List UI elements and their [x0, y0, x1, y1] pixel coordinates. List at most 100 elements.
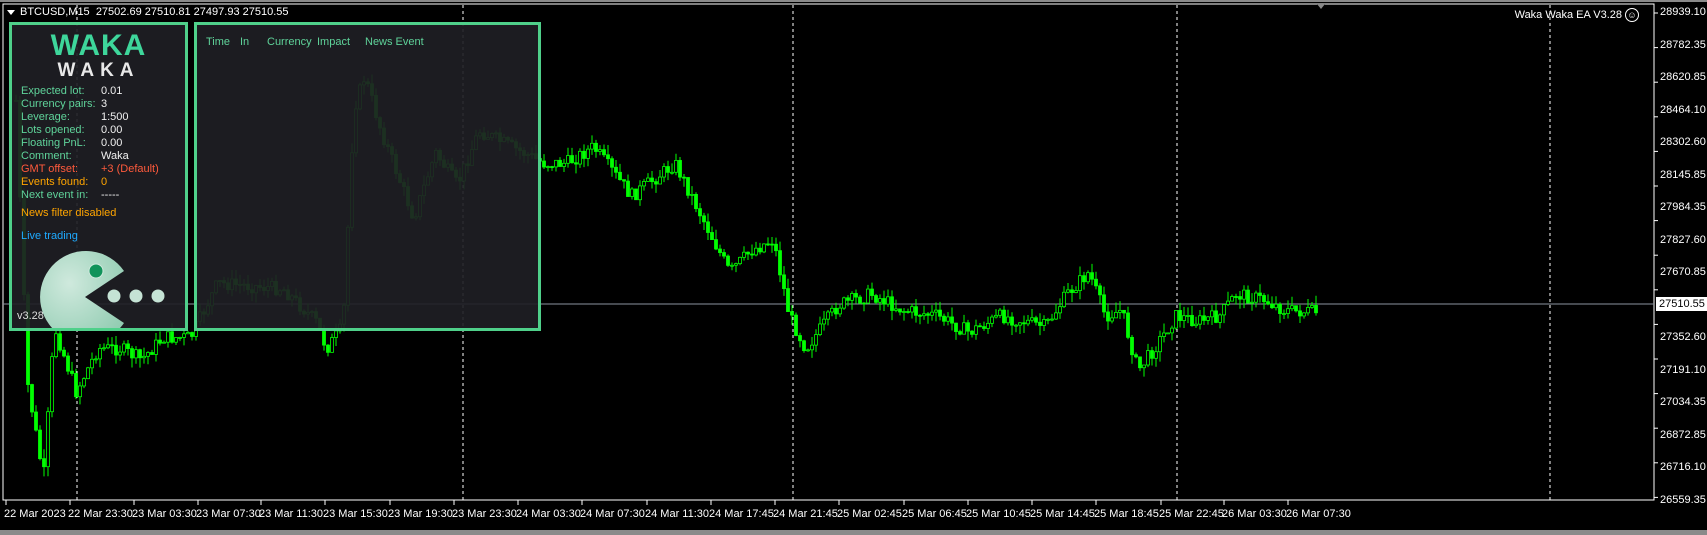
candle: [642, 178, 646, 191]
candle: [146, 351, 150, 365]
candle: [1162, 323, 1166, 343]
candle: [1114, 302, 1118, 319]
candle: [102, 343, 106, 352]
candle: [702, 212, 706, 230]
candle: [1246, 285, 1250, 304]
candle: [1042, 315, 1046, 331]
info-value: 0.01: [101, 85, 123, 97]
candle: [786, 278, 790, 312]
candle: [62, 346, 66, 358]
time-tick: 22 Mar 23:30: [68, 508, 133, 520]
time-tick: 23 Mar 11:30: [259, 508, 324, 520]
candle: [834, 302, 838, 320]
chart-shift-marker[interactable]: [1317, 4, 1325, 9]
candle: [1018, 322, 1022, 334]
candle: [1254, 290, 1258, 308]
candle: [1026, 315, 1030, 327]
news-panel: Time In Currency Impact News Event: [194, 22, 541, 331]
candle: [846, 295, 850, 307]
candle: [902, 308, 906, 321]
candle: [1130, 335, 1134, 364]
candle: [1242, 285, 1246, 309]
candle: [158, 331, 162, 346]
candle: [122, 340, 126, 356]
time-tick: 25 Mar 18:45: [1094, 508, 1159, 520]
candle: [790, 305, 794, 325]
candle: [670, 163, 674, 175]
candle: [154, 333, 158, 362]
candle: [1022, 315, 1026, 334]
time-tick: 24 Mar 11:30: [645, 508, 710, 520]
candle: [946, 312, 950, 326]
plot-border: [2, 3, 1655, 501]
ea-label[interactable]: Waka Waka EA V3.28 ☺: [1515, 8, 1639, 22]
news-column-header: Impact: [317, 36, 351, 48]
candle: [1270, 296, 1274, 310]
candle: [722, 248, 726, 259]
candle: [582, 144, 586, 168]
candle: [930, 305, 934, 321]
candle: [1094, 271, 1098, 290]
candle: [118, 345, 122, 361]
news-column-header: In: [240, 36, 250, 48]
candle: [542, 154, 546, 170]
candle: [626, 174, 630, 197]
window-frame-bottom: [0, 530, 1707, 535]
candle: [774, 237, 778, 257]
candle: [1174, 310, 1178, 330]
candle: [838, 304, 842, 317]
candle: [54, 330, 58, 359]
candle: [682, 174, 686, 187]
candle: [958, 329, 962, 336]
price-tick: 27352.60: [1660, 331, 1706, 343]
candle: [1250, 293, 1254, 311]
candle: [142, 347, 146, 364]
time-tick: 25 Mar 10:45: [966, 508, 1031, 520]
candle: [1126, 306, 1130, 340]
candle: [802, 339, 806, 353]
candle: [94, 355, 98, 364]
candle: [606, 144, 610, 165]
candle: [1050, 313, 1054, 322]
candle: [166, 331, 170, 348]
candle: [898, 308, 902, 316]
price-tick: 27034.35: [1660, 396, 1706, 408]
candle: [1186, 307, 1190, 324]
candle: [706, 213, 710, 240]
info-row: GMT offset: +3 (Default): [21, 163, 159, 175]
candle: [926, 311, 930, 324]
candle: [1282, 309, 1286, 319]
candle: [978, 323, 982, 328]
candle: [1266, 294, 1270, 306]
candle: [734, 262, 738, 273]
candle: [854, 289, 858, 304]
price-tick: 26559.35: [1660, 493, 1706, 506]
candle: [1230, 294, 1234, 302]
candle: [698, 203, 702, 224]
candle: [1046, 317, 1050, 325]
candle: [38, 425, 42, 461]
candle: [1158, 330, 1162, 362]
candle: [782, 266, 786, 296]
info-value: 1:500: [101, 111, 129, 123]
candle: [886, 289, 890, 307]
candle: [1262, 293, 1266, 310]
candle: [950, 307, 954, 331]
dropdown-triangle-icon[interactable]: [7, 10, 15, 15]
candle: [778, 241, 782, 283]
candle: [766, 237, 770, 247]
candle: [1106, 303, 1110, 330]
time-tick: 24 Mar 03:30: [516, 508, 581, 520]
candle: [906, 308, 910, 314]
price-tick: 28302.60: [1660, 136, 1706, 148]
candle: [646, 173, 650, 182]
time-tick: 22 Mar 2023: [4, 508, 66, 520]
trading-mode: Live trading: [21, 230, 78, 242]
candle: [1214, 302, 1218, 324]
price-tick: 26872.85: [1660, 428, 1706, 441]
time-tick: 25 Mar 02:45: [837, 508, 902, 520]
candle: [30, 383, 34, 417]
ohlc-values: 27502.69 27510.81 27497.93 27510.55: [95, 6, 289, 18]
candle: [1306, 298, 1310, 316]
candle: [962, 314, 966, 335]
